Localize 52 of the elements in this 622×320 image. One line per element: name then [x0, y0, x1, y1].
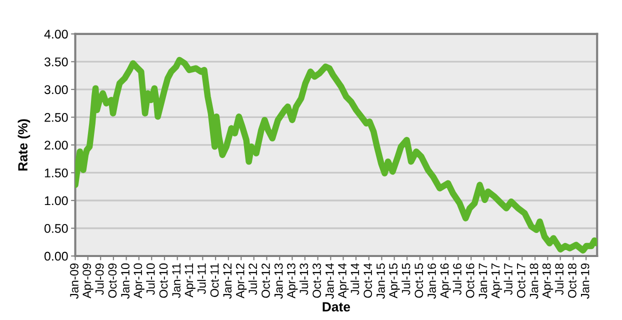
y-tick-label: 1.00	[44, 196, 68, 206]
y-tick-label: 0.00	[44, 252, 68, 261]
y-tick-label: 0.50	[44, 224, 68, 233]
x-tick-label: Jan-19	[580, 264, 590, 299]
x-tick-label: Jul-16	[452, 263, 462, 295]
x-tick-label: Oct-10	[159, 263, 168, 298]
x-tick-label: Jan-15	[376, 263, 385, 299]
x-tick-label: Apr-16	[440, 263, 452, 298]
x-tick-label: Jan-09	[70, 264, 78, 299]
x-tick-label: Jul-09	[95, 264, 104, 295]
x-tick-label: Oct-18	[568, 263, 576, 298]
x-tick-label: Oct-09	[108, 264, 117, 298]
x-tick-label: Apr-15	[389, 263, 400, 298]
x-tick-label: Oct-15	[414, 263, 424, 298]
x-tick-label: Jul-15	[402, 263, 410, 295]
x-tick-label: Jan-17	[478, 264, 488, 299]
x-tick-label: Jan-14	[326, 263, 334, 299]
y-tick-label: 1.50	[44, 168, 68, 178]
x-tick-label: Apr-11	[184, 264, 196, 298]
y-tick-label: 3.50	[44, 57, 68, 66]
x-tick-label: Apr-13	[287, 263, 298, 298]
y-tick-label: 2.50	[44, 113, 68, 122]
y-axis-title: Rate (%)	[18, 119, 30, 170]
x-tick-label: Apr-14	[338, 263, 349, 298]
x-tick-label: Jan-12	[223, 264, 232, 299]
x-tick-label: Apr-09	[82, 264, 94, 298]
x-tick-label: Apr-17	[491, 264, 502, 298]
x-tick-label: Jul-11	[197, 264, 206, 294]
x-tick-label: Oct-13	[312, 263, 321, 298]
x-tick-label: Apr-10	[134, 263, 144, 298]
y-tick-label: 3.00	[44, 85, 68, 94]
x-tick-label: Oct-12	[262, 264, 270, 298]
x-tick-label: Oct-11	[210, 264, 219, 297]
x-tick-label: Jul-13	[299, 263, 308, 295]
x-tick-label: Apr-12	[236, 264, 247, 298]
y-tick-label: 2.00	[44, 140, 68, 150]
x-tick-label: Jan-10	[121, 263, 130, 299]
x-tick-label: Jan-16	[428, 263, 436, 299]
x-tick-label: Jul-10	[146, 263, 155, 295]
x-tick-label: Oct-17	[516, 264, 526, 298]
x-tick-label: Apr-18	[542, 263, 554, 298]
y-tick-label: 4.00	[44, 30, 68, 39]
x-tick-label: Jul-12	[248, 264, 258, 295]
x-tick-label: Jul-14	[350, 263, 360, 295]
x-tick-label: Jul-18	[554, 263, 564, 295]
x-tick-label: Oct-14	[364, 263, 372, 298]
x-tick-label: Jan-18	[530, 263, 538, 299]
x-tick-label: Oct-16	[466, 263, 474, 298]
x-axis-title: Date	[322, 302, 350, 312]
x-tick-label: Jul-17	[504, 264, 512, 295]
x-tick-label: Jan-13	[274, 263, 283, 299]
x-tick-label: Jan-11	[172, 264, 181, 298]
